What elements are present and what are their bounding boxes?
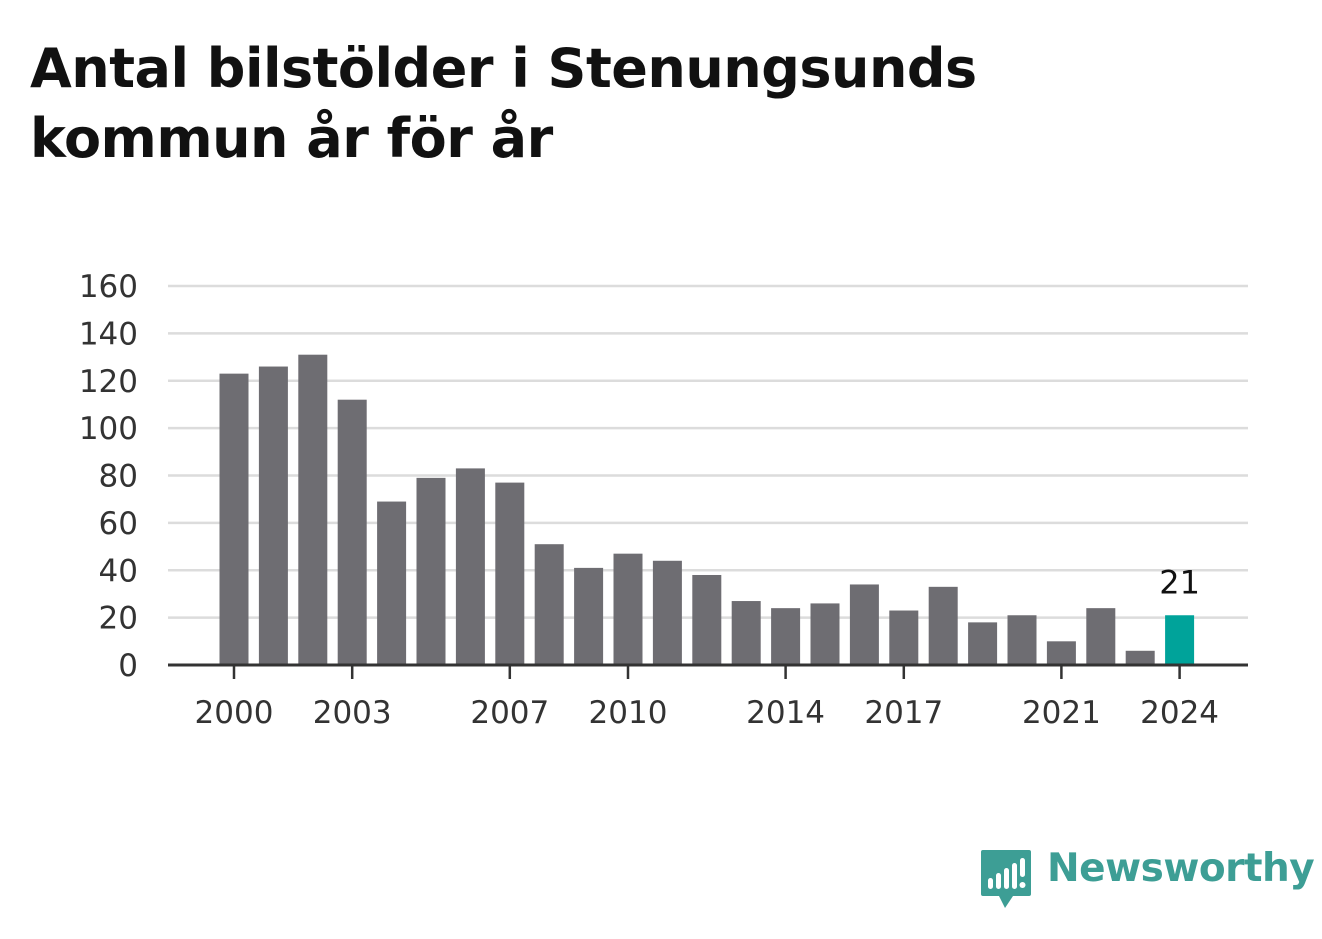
gridlines bbox=[168, 284, 1248, 619]
bar-2020 bbox=[1007, 615, 1037, 665]
data-label-2024: 21 bbox=[1159, 563, 1200, 601]
bar-2008 bbox=[534, 544, 564, 665]
x-tick-label: 2003 bbox=[313, 695, 392, 731]
bar-2013 bbox=[731, 601, 761, 665]
bar-2015 bbox=[810, 603, 840, 665]
bar-2014 bbox=[771, 608, 801, 665]
x-tick-label: 2010 bbox=[589, 695, 668, 731]
bar-2004 bbox=[377, 501, 407, 665]
x-tick-label: 2024 bbox=[1140, 695, 1219, 731]
y-tick-label: 60 bbox=[99, 506, 138, 542]
bar-2002 bbox=[298, 354, 328, 665]
bar-2024 bbox=[1165, 615, 1195, 665]
y-tick-label: 0 bbox=[118, 648, 138, 684]
x-tick-label: 2017 bbox=[864, 695, 943, 731]
bar-2016 bbox=[849, 584, 879, 665]
y-tick-label: 80 bbox=[99, 459, 138, 495]
bar-2012 bbox=[692, 574, 722, 665]
bar-2000 bbox=[219, 373, 249, 665]
bar-2023 bbox=[1125, 650, 1155, 665]
y-tick-label: 100 bbox=[79, 411, 138, 447]
y-tick-label: 20 bbox=[99, 601, 138, 637]
bar-2006 bbox=[455, 468, 485, 665]
bar-2010 bbox=[613, 553, 643, 665]
y-tick-label: 120 bbox=[79, 364, 138, 400]
bars bbox=[219, 354, 1195, 665]
bar-2009 bbox=[574, 567, 604, 665]
bar-2017 bbox=[889, 610, 919, 665]
x-axis-ticks: 2000 2003 2007 2010 2014 2017 2021 2024 bbox=[195, 665, 1219, 731]
y-tick-label: 140 bbox=[79, 316, 138, 352]
y-tick-label: 160 bbox=[79, 269, 138, 305]
brand-name: Newsworthy bbox=[1047, 846, 1315, 891]
data-labels: 21 bbox=[1159, 563, 1200, 601]
bar-2018 bbox=[928, 586, 958, 665]
bar-2007 bbox=[495, 482, 525, 665]
newsworthy-logo-icon bbox=[981, 850, 1031, 908]
x-tick-label: 2014 bbox=[746, 695, 825, 731]
bar-2005 bbox=[416, 477, 446, 665]
bar-2021 bbox=[1046, 641, 1076, 665]
x-tick-label: 2007 bbox=[470, 695, 549, 731]
bar-2019 bbox=[968, 622, 998, 665]
chart-title: Antal bilstölder i Stenungsunds kommun å… bbox=[30, 37, 977, 170]
bar-2001 bbox=[258, 366, 288, 665]
bar-2011 bbox=[652, 560, 682, 665]
x-tick-label: 2021 bbox=[1022, 695, 1101, 731]
y-tick-label: 40 bbox=[99, 553, 138, 589]
bar-2003 bbox=[337, 399, 367, 665]
bar-2022 bbox=[1086, 608, 1116, 665]
x-tick-label: 2000 bbox=[195, 695, 274, 731]
brand-logo: Newsworthy bbox=[981, 846, 1315, 910]
y-axis-ticks: 0 20 40 60 80 100 120 140 160 bbox=[79, 269, 138, 684]
